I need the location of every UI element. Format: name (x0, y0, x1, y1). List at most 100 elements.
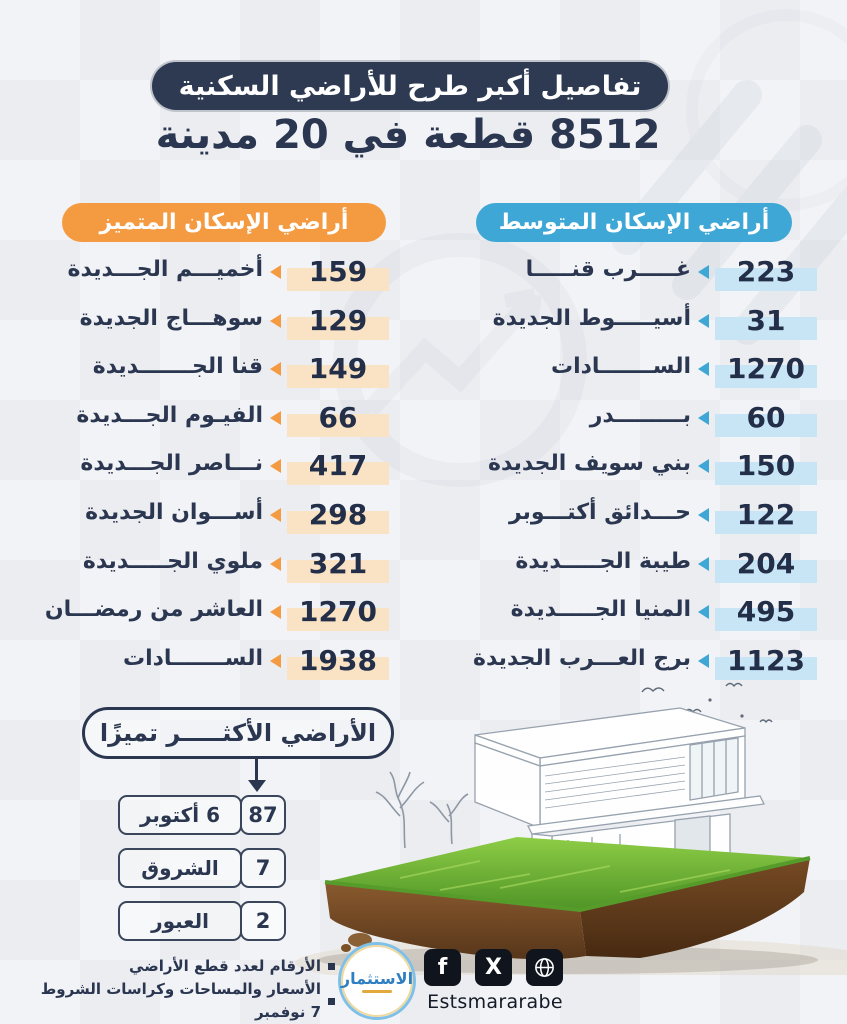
table-row: 321 ملوي الجـــــديدة (30, 544, 389, 593)
social-icons: f X (424, 949, 563, 986)
table-row: 1938 الســـــــادات (30, 641, 389, 690)
arrow-left-icon (270, 410, 281, 425)
city-name: بني سويف الجديدة (487, 451, 691, 477)
city-name: طيبة الجـــــديدة (515, 548, 691, 574)
plot-count: 1938 (287, 641, 389, 681)
featured-lands-title-text: الأراضي الأكثـــــر تميزًا (99, 719, 377, 747)
social-handle[interactable]: Estsmararabe (427, 991, 563, 1013)
plot-count: 223 (715, 252, 817, 292)
plot-count: 495 (715, 592, 817, 632)
city-name: سوهـــاج الجديدة (79, 305, 263, 331)
table-row: 223 غـــــرب قنـــــا (448, 252, 817, 301)
arrow-left-icon (698, 507, 709, 522)
premium-housing-list: 159 أخميـــم الجـــديدة 129 سوهـــاج الجدي… (30, 252, 389, 690)
x-icon[interactable]: X (475, 949, 512, 986)
city-name: أسيـــــوط الجديدة (492, 305, 691, 331)
plot-count: 159 (287, 252, 389, 292)
plot-count: 66 (287, 398, 389, 438)
table-row: 1270 الســـــــادات (448, 349, 817, 398)
featured-lands-list: 6 أكتوبر 87 الشروق 7 العبور 2 (118, 795, 286, 941)
featured-plot-count: 7 (240, 848, 286, 888)
square-bullet-icon (328, 963, 335, 970)
table-row: 66 الفيـوم الجـــديدة (30, 398, 389, 447)
city-name: العاشر من رمضـــان (44, 597, 263, 623)
table-row: 129 سوهـــاج الجديدة (30, 301, 389, 350)
arrow-left-icon (698, 556, 709, 571)
plot-count: 129 (287, 301, 389, 341)
table-row: 495 المنيا الجـــــديدة (448, 592, 817, 641)
featured-lands-title-badge: الأراضي الأكثـــــر تميزًا (82, 707, 394, 759)
subtitle-total-plots: 8512 قطعة في 20 مدينة (155, 112, 661, 158)
plot-count: 1123 (715, 641, 817, 681)
arrow-left-icon (270, 362, 281, 377)
globe-glyph (535, 958, 554, 977)
table-row: 150 بني سويف الجديدة (448, 446, 817, 495)
footnote-line: الأسعار والمساحات وكراسات الشروط 7 نوفمب… (30, 978, 335, 1024)
city-name: بـــــــــدر (589, 402, 691, 428)
city-name: المنيا الجـــــديدة (510, 597, 691, 623)
city-name: الســـــــادات (550, 354, 691, 380)
plot-count: 150 (715, 446, 817, 486)
arrow-left-icon (698, 313, 709, 328)
arrow-left-icon (270, 459, 281, 474)
table-row: 204 طيبة الجـــــديدة (448, 544, 817, 593)
connector-line (255, 756, 258, 782)
footnote-text: الأرقام لعدد قطع الأراضي (129, 957, 321, 975)
arrow-left-icon (698, 653, 709, 668)
table-row: 417 نـــاصر الجـــديدة (30, 446, 389, 495)
brand-logo-underline (362, 990, 392, 993)
city-name: برج العـــرب الجديدة (472, 645, 691, 671)
column-header-middle-housing-label: أراضي الإسكان المتوسط (498, 210, 770, 235)
table-row: 1270 العاشر من رمضـــان (30, 592, 389, 641)
city-name: أخميـــم الجـــديدة (67, 257, 263, 282)
table-row: 31 أسيـــــوط الجديدة (448, 301, 817, 350)
plot-count: 60 (715, 398, 817, 438)
plot-count: 298 (287, 495, 389, 535)
arrow-left-icon (698, 265, 709, 279)
city-name: غـــــرب قنـــــا (525, 257, 691, 282)
globe-icon[interactable] (526, 949, 563, 986)
plot-count: 122 (715, 495, 817, 535)
city-name: الفيـوم الجـــديدة (76, 402, 263, 428)
plot-count: 321 (287, 544, 389, 584)
city-name: قنا الجـــــــديدة (92, 354, 263, 380)
featured-city-name: العبور (118, 901, 242, 941)
main-title-text: تفاصيل أكبر طرح للأراضي السكنية (178, 70, 642, 102)
table-row: 122 حـــدائق أكتـــوبر (448, 495, 817, 544)
brand-logo-text: الاستثمار (340, 969, 414, 988)
facebook-glyph: f (437, 955, 448, 980)
city-name: أســـوان الجديدة (85, 499, 263, 525)
arrow-left-icon (270, 265, 281, 279)
table-row: 149 قنا الجـــــــديدة (30, 349, 389, 398)
city-name: حـــدائق أكتـــوبر (508, 499, 691, 525)
table-row: 159 أخميـــم الجـــديدة (30, 252, 389, 301)
arrow-left-icon (270, 653, 281, 668)
column-header-middle-housing: أراضي الإسكان المتوسط (476, 203, 792, 242)
x-glyph: X (485, 955, 502, 980)
arrow-left-icon (698, 605, 709, 620)
table-row: 60 بـــــــــدر (448, 398, 817, 447)
footnotes: الأرقام لعدد قطع الأراضي الأسعار والمساح… (30, 955, 335, 1024)
column-header-premium-housing-label: أراضي الإسكان المتميز (99, 210, 349, 235)
arrow-left-icon (270, 556, 281, 571)
square-bullet-icon (328, 997, 335, 1005)
footnote-text: الأسعار والمساحات وكراسات الشروط 7 نوفمب… (40, 980, 321, 1021)
arrow-down-icon (248, 780, 266, 792)
arrow-left-icon (698, 410, 709, 425)
arrow-left-icon (270, 605, 281, 620)
brand-logo: الاستثمار (338, 942, 416, 1020)
arrow-left-icon (270, 507, 281, 522)
column-header-premium-housing: أراضي الإسكان المتميز (62, 203, 386, 242)
city-name: ملوي الجـــــديدة (82, 548, 263, 574)
plot-count: 417 (287, 446, 389, 486)
featured-plot-count: 2 (240, 901, 286, 941)
list-item: الشروق 7 (118, 848, 286, 888)
middle-housing-list: 223 غـــــرب قنـــــا 31 أسيـــــوط الجديد… (448, 252, 817, 690)
featured-city-name: الشروق (118, 848, 242, 888)
list-item: 6 أكتوبر 87 (118, 795, 286, 835)
table-row: 298 أســـوان الجديدة (30, 495, 389, 544)
plot-count: 1270 (715, 349, 817, 389)
facebook-icon[interactable]: f (424, 949, 461, 986)
table-row: 1123 برج العـــرب الجديدة (448, 641, 817, 690)
